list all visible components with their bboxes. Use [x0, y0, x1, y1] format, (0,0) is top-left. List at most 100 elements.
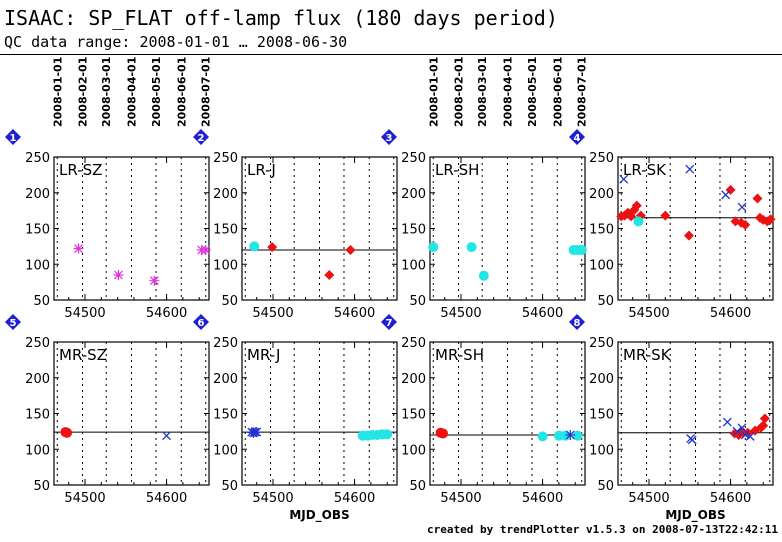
- plot-panel-5: 5 50 100 150 200 250 54500 54600 MR-SZ: [5, 314, 210, 506]
- data-point: [631, 200, 642, 211]
- page-title: ISAAC: SP_FLAT off-lamp flux (180 days p…: [4, 6, 558, 30]
- panel-number: 3: [386, 133, 393, 144]
- y-tick-label: 200: [401, 187, 426, 202]
- data-point: [687, 435, 697, 445]
- plot-panel-8: 8 50 100 150 200 250 54500 54600 MJD_OBS MR-SK: [569, 314, 774, 523]
- data-series: [565, 429, 576, 440]
- data-series: [246, 427, 262, 438]
- panel-number: 8: [574, 318, 581, 329]
- x-tick-label: 54500: [440, 306, 481, 321]
- footer-credit: created by trendPlotter v1.5.3 on 2008-0…: [427, 523, 778, 536]
- panel-number: 6: [198, 318, 205, 329]
- y-tick-label: 50: [33, 479, 50, 494]
- data-point: [565, 429, 576, 440]
- y-tick-label: 200: [25, 187, 50, 202]
- data-point: [251, 427, 262, 438]
- panel-badge-icon: [193, 314, 209, 330]
- y-tick-label: 250: [213, 336, 238, 351]
- panel-badge-icon: [569, 314, 585, 330]
- data-point: [113, 269, 124, 280]
- data-point: [249, 241, 260, 252]
- y-tick-label: 100: [25, 443, 50, 458]
- data-point: [466, 242, 477, 253]
- y-tick-label: 50: [221, 479, 238, 494]
- data-point: [478, 270, 489, 281]
- x-tick-label: 54600: [522, 491, 563, 506]
- data-point: [633, 216, 644, 227]
- y-tick-label: 250: [25, 151, 50, 166]
- data-point: [267, 242, 278, 253]
- y-tick-label: 150: [401, 408, 426, 423]
- data-series: [537, 430, 583, 442]
- data-point: [759, 413, 770, 424]
- date-tick-label: 2008-03-01: [476, 57, 489, 127]
- panel-number: 2: [198, 133, 205, 144]
- y-tick-label: 100: [401, 258, 426, 273]
- data-point: [324, 269, 335, 280]
- data-point: [685, 164, 695, 174]
- y-tick-label: 150: [589, 408, 614, 423]
- y-tick-label: 50: [33, 294, 50, 309]
- data-series: [357, 429, 393, 441]
- panel-badge-icon: [193, 129, 209, 145]
- data-point: [73, 243, 84, 254]
- data-point: [162, 431, 172, 441]
- y-tick-label: 200: [589, 372, 614, 387]
- plot-panel-6: 6 50 100 150 200 250 54500 54600 MJD_OBS MR-J: [193, 314, 398, 523]
- data-point: [732, 426, 742, 436]
- x-tick-label: 54500: [252, 491, 293, 506]
- y-tick-label: 50: [597, 479, 614, 494]
- data-series: [686, 417, 755, 445]
- date-tick-label: 2008-04-01: [502, 57, 515, 127]
- y-tick-label: 100: [589, 258, 614, 273]
- data-series: [619, 164, 747, 212]
- panel-badge-icon: [381, 129, 397, 145]
- data-point: [745, 431, 755, 441]
- data-point: [572, 430, 583, 441]
- data-point: [722, 417, 732, 427]
- y-tick-label: 150: [25, 223, 50, 238]
- y-tick-label: 150: [401, 223, 426, 238]
- x-tick-label: 54600: [146, 306, 187, 321]
- y-tick-label: 100: [589, 443, 614, 458]
- plot-panel-1: 2008-01-01 2008-02-01 2008-03-01 2008-04-01…: [5, 57, 213, 321]
- data-point: [737, 423, 747, 433]
- data-point: [576, 244, 587, 255]
- y-tick-label: 200: [25, 372, 50, 387]
- date-tick-label: 2008-02-01: [77, 57, 90, 127]
- data-series: [435, 427, 449, 439]
- data-point: [62, 427, 73, 438]
- y-tick-label: 250: [401, 336, 426, 351]
- y-tick-label: 150: [213, 408, 238, 423]
- y-tick-label: 150: [589, 223, 614, 238]
- x-tick-label: 54600: [710, 491, 751, 506]
- data-series: [60, 427, 73, 438]
- data-point: [758, 420, 769, 431]
- panel-label: MR-SK: [623, 346, 672, 364]
- x-tick-label: 54500: [440, 491, 481, 506]
- data-point: [740, 219, 751, 230]
- date-tick-label: 2008-04-01: [126, 57, 139, 127]
- date-tick-label: 2008-02-01: [453, 57, 466, 127]
- data-point: [345, 244, 356, 255]
- data-point: [765, 214, 776, 225]
- date-tick-label: 2008-06-01: [551, 57, 564, 127]
- data-series: [162, 431, 172, 441]
- data-series: [428, 242, 587, 281]
- header-divider: [0, 54, 782, 55]
- x-axis-title: MJD_OBS: [289, 508, 349, 523]
- plot-panel-7: 7 50 100 150 200 250 54500 54600 MR-SH: [381, 314, 586, 506]
- panel-label: MR-SZ: [59, 346, 107, 364]
- y-tick-label: 250: [213, 151, 238, 166]
- data-point: [752, 193, 763, 204]
- plot-panel-3: 2008-01-01 2008-02-01 2008-03-01 2008-04-01…: [381, 57, 589, 321]
- panel-number: 7: [386, 318, 393, 329]
- data-point: [248, 427, 259, 438]
- x-tick-label: 54500: [64, 306, 105, 321]
- data-point: [382, 429, 393, 440]
- x-tick-label: 54500: [628, 306, 669, 321]
- panel-label: LR-J: [247, 161, 276, 179]
- y-tick-label: 250: [589, 336, 614, 351]
